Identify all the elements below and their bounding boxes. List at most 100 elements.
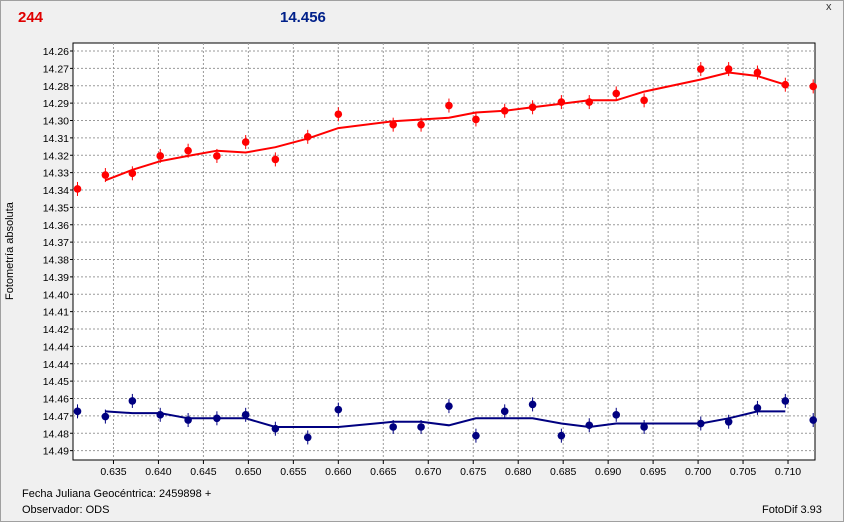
y-tick-label: 14.41: [43, 307, 69, 319]
fit-line-0: [105, 71, 786, 182]
data-point: [528, 400, 537, 409]
magnitude-label: 14.456: [280, 9, 326, 26]
data-point: [101, 171, 110, 179]
x-tick-label: 0.650: [235, 466, 261, 478]
y-tick-label: 14.37: [43, 237, 69, 249]
x-tick-label: 0.705: [730, 466, 756, 478]
data-point: [101, 412, 110, 421]
data-point: [213, 152, 221, 160]
data-point: [213, 414, 221, 423]
data-point: [389, 423, 397, 431]
data-point: [528, 103, 537, 112]
y-tick-label: 14.30: [43, 116, 69, 128]
y-tick-label: 14.42: [43, 324, 69, 336]
data-point: [417, 120, 425, 129]
data-point: [73, 407, 82, 416]
y-tick-label: 14.27: [43, 63, 69, 75]
data-point: [696, 419, 705, 428]
data-point: [640, 96, 648, 105]
x-tick-label: 0.700: [685, 466, 711, 478]
data-point: [445, 402, 453, 410]
data-point: [184, 146, 192, 155]
y-tick-label: 14.46: [43, 394, 69, 406]
data-point: [781, 397, 790, 405]
x-tick-label: 0.635: [100, 466, 126, 478]
data-point: [156, 152, 165, 160]
julian-date-label: Fecha Juliana Geocéntrica: 2459898 +: [22, 488, 212, 500]
y-tick-label: 14.32: [43, 150, 69, 162]
x-tick-label: 0.685: [550, 466, 576, 478]
y-tick-label: 14.26: [43, 46, 69, 58]
y-tick-label: 14.29: [43, 98, 69, 110]
data-point: [156, 411, 165, 419]
data-point: [73, 185, 82, 193]
y-tick-label: 14.38: [43, 255, 69, 267]
fit-line-1: [105, 410, 786, 429]
close-icon[interactable]: x: [826, 1, 832, 13]
data-point: [612, 89, 621, 98]
x-tick-label: 0.690: [595, 466, 621, 478]
data-point: [809, 82, 818, 91]
data-point: [445, 101, 453, 110]
data-point: [696, 65, 705, 73]
y-tick-label: 14.44: [43, 359, 69, 371]
y-tick-label: 14.34: [43, 185, 69, 197]
y-tick-label: 14.36: [43, 220, 69, 232]
data-point: [389, 120, 397, 129]
data-point: [781, 80, 790, 89]
data-point: [500, 106, 509, 115]
data-point: [271, 424, 280, 433]
data-point: [612, 411, 621, 419]
y-tick-label: 14.49: [43, 446, 69, 458]
data-point: [724, 65, 733, 73]
x-tick-label: 0.645: [190, 466, 216, 478]
x-tick-label: 0.665: [370, 466, 396, 478]
data-point: [640, 423, 648, 431]
y-tick-label: 14.33: [43, 168, 69, 180]
y-tick-label: 14.35: [43, 202, 69, 214]
y-tick-label: 14.40: [43, 289, 69, 301]
data-point: [334, 110, 343, 119]
data-point: [334, 405, 343, 414]
data-point: [417, 423, 425, 431]
y-tick-label: 14.28: [43, 81, 69, 93]
data-point: [557, 98, 566, 106]
x-tick-label: 0.695: [640, 466, 666, 478]
data-point: [241, 138, 250, 146]
data-point: [303, 133, 312, 141]
data-point: [585, 421, 594, 430]
data-point: [753, 404, 762, 412]
y-tick-label: 14.47: [43, 411, 69, 423]
data-point: [128, 397, 137, 405]
y-tick-label: 14.31: [43, 133, 69, 145]
y-tick-label: 14.39: [43, 272, 69, 284]
x-tick-label: 0.670: [415, 466, 441, 478]
observer-label: Observador: ODS: [22, 504, 110, 516]
x-tick-label: 0.655: [280, 466, 306, 478]
data-point: [472, 431, 480, 440]
x-tick-label: 0.660: [325, 466, 351, 478]
data-point: [809, 416, 818, 424]
x-tick-label: 0.675: [460, 466, 486, 478]
software-label: FotoDif 3.93: [762, 504, 822, 516]
y-tick-label: 14.48: [43, 428, 69, 440]
x-tick-label: 0.640: [145, 466, 171, 478]
data-point: [128, 169, 137, 178]
data-point: [585, 98, 594, 106]
data-point: [500, 407, 509, 416]
data-point: [557, 431, 566, 440]
data-point: [472, 115, 480, 124]
data-point: [184, 416, 192, 424]
x-tick-label: 0.680: [505, 466, 531, 478]
star-id-label: 244: [18, 9, 44, 26]
data-point: [241, 411, 250, 419]
data-point: [303, 433, 312, 442]
plot-area: [72, 42, 816, 461]
x-tick-label: 0.710: [775, 466, 801, 478]
y-tick-label: 14.45: [43, 376, 69, 388]
data-point: [724, 417, 733, 426]
data-point: [271, 155, 280, 164]
data-point: [753, 68, 762, 77]
y-tick-label: 14.44: [43, 341, 69, 353]
